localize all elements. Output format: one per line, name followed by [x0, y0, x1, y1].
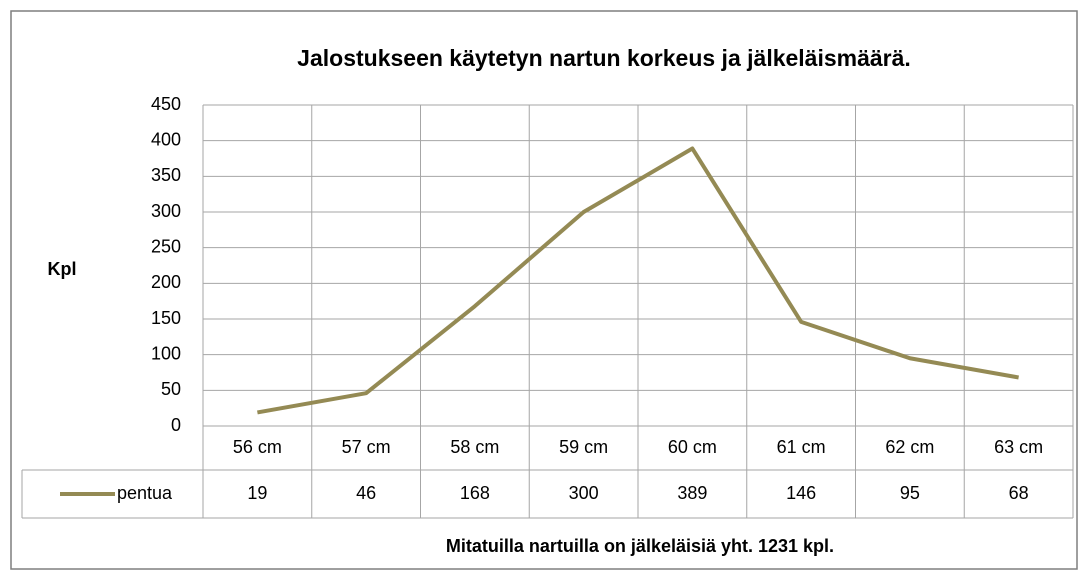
table-value: 68 [1009, 483, 1029, 503]
legend-label: pentua [117, 483, 173, 503]
y-tick-label: 400 [151, 129, 181, 149]
y-tick-label: 250 [151, 236, 181, 256]
x-tick-label: 60 cm [668, 437, 717, 457]
x-tick-label: 62 cm [885, 437, 934, 457]
y-tick-label: 0 [171, 415, 181, 435]
x-tick-label: 56 cm [233, 437, 282, 457]
y-tick-label: 450 [151, 94, 181, 114]
data-line [257, 146, 1019, 415]
x-tick-label: 58 cm [450, 437, 499, 457]
chart-title: Jalostukseen käytetyn nartun korkeus ja … [297, 45, 911, 71]
y-tick-label: 300 [151, 201, 181, 221]
table-value: 95 [900, 483, 920, 503]
table-value: 168 [460, 483, 490, 503]
x-axis-label: Mitatuilla nartuilla on jälkeläisiä yht.… [446, 536, 834, 556]
table-value: 300 [569, 483, 599, 503]
x-tick-label: 59 cm [559, 437, 608, 457]
x-tick-label: 63 cm [994, 437, 1043, 457]
y-tick-label: 150 [151, 308, 181, 328]
table-value: 146 [786, 483, 816, 503]
y-tick-label: 50 [161, 379, 181, 399]
y-tick-label: 350 [151, 165, 181, 185]
y-axis-label: Kpl [48, 259, 77, 279]
table-value: 46 [356, 483, 376, 503]
x-tick-label: 61 cm [777, 437, 826, 457]
chart-border [10, 10, 1078, 570]
table-value: 19 [247, 483, 267, 503]
table-value: 389 [677, 483, 707, 503]
x-tick-label: 57 cm [342, 437, 391, 457]
y-tick-label: 100 [151, 343, 181, 363]
y-tick-label: 200 [151, 272, 181, 292]
